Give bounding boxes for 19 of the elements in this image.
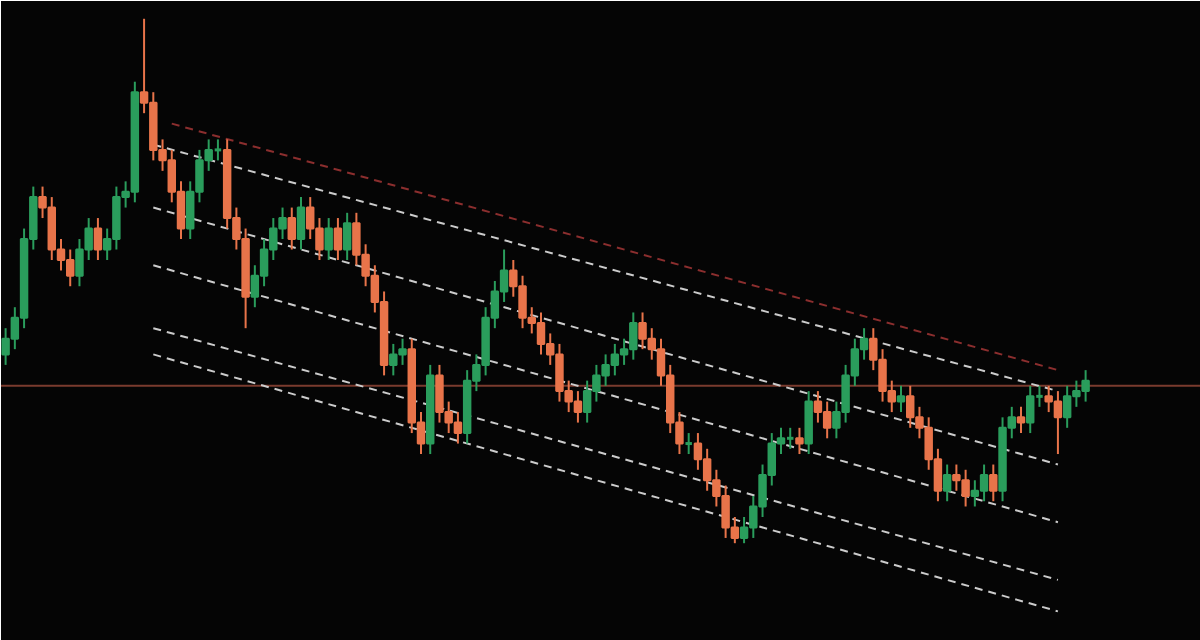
candlestick: [1026, 384, 1035, 435]
candlestick: [536, 311, 546, 356]
candlestick: [785, 426, 795, 450]
candlestick: [324, 217, 333, 262]
candlestick: [896, 384, 906, 414]
candlestick: [1016, 405, 1026, 435]
candlestick: [296, 196, 306, 251]
candlestick: [795, 426, 804, 456]
candlestick: [813, 390, 823, 424]
candlestick: [979, 463, 989, 503]
candlestick: [804, 390, 813, 456]
candlestick: [342, 211, 352, 262]
candlestick: [333, 217, 343, 262]
candlestick: [970, 479, 980, 508]
candlestick: [93, 217, 103, 262]
candlestick: [942, 463, 952, 503]
candlestick: [287, 206, 296, 251]
candlestick: [989, 463, 998, 503]
candlestick: [822, 400, 832, 440]
